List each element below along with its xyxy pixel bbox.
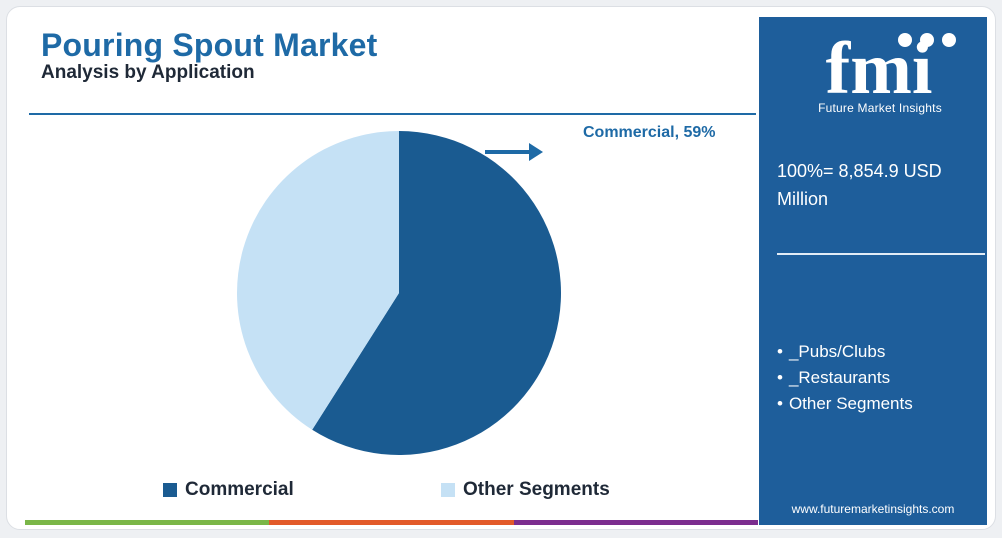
page-title: Pouring Spout Market <box>41 27 378 63</box>
bottom-color-bar <box>25 520 758 525</box>
pie-chart <box>236 131 561 455</box>
fmi-logo-icon: fmi <box>826 28 956 110</box>
legend-label: Other Segments <box>463 479 610 500</box>
chart-card: Pouring Spout Market Analysis by Applica… <box>6 6 996 530</box>
list-item: _Restaurants <box>777 365 913 391</box>
callout-arrow-icon <box>485 143 543 161</box>
callout-label: Commercial, 59% <box>583 124 716 141</box>
sidebar-divider <box>777 253 985 255</box>
legend-label: Commercial <box>185 479 294 500</box>
info-sidebar: fmi Future Market Insights 100%= 8,854.9… <box>759 17 987 525</box>
header-divider <box>29 113 756 115</box>
list-item: Other Segments <box>777 391 913 417</box>
logo-tagline: Future Market Insights <box>818 101 942 115</box>
logo-text: fmi <box>826 31 933 103</box>
pie-slice-commercial <box>312 131 561 455</box>
bottom-bar-segment <box>269 520 514 525</box>
fmi-logo: fmi <box>793 28 965 110</box>
legend-item-other-segments: Other Segments <box>441 479 610 501</box>
pie-slice-other-segments <box>236 131 399 430</box>
page-subtitle: Analysis by Application <box>41 62 255 83</box>
legend-item-commercial: Commercial <box>163 479 294 501</box>
website-link[interactable]: www.futuremarketinsights.com <box>791 502 955 516</box>
bottom-bar-segment <box>25 520 270 525</box>
market-total: 100%= 8,854.9 USD Million <box>777 161 942 209</box>
bottom-bar-segment <box>513 520 758 525</box>
legend-swatch <box>441 483 455 497</box>
legend-swatch <box>163 483 177 497</box>
list-item: _Pubs/Clubs <box>777 339 913 365</box>
segment-list: _Pubs/Clubs _Restaurants Other Segments <box>777 339 913 417</box>
